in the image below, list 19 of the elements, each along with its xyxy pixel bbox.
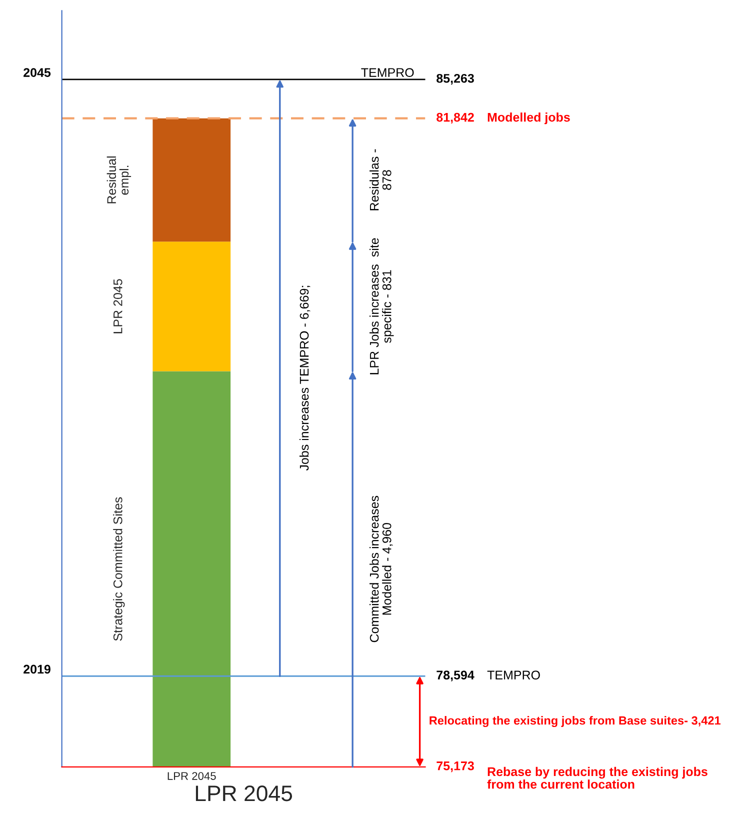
text: Jobs increases TEMPRO - 6,669; — [300, 286, 310, 471]
x-axis-title: LPR 2045 — [196, 786, 292, 802]
text: LPR Jobs increases site specific - 831 — [370, 238, 394, 374]
text: TEMPRO — [361, 68, 414, 77]
text: Relocating the existing jobs from Base suites- 3,421 — [430, 716, 721, 728]
text: Modelled jobs — [488, 112, 570, 124]
text: TEMPRO — [487, 670, 540, 680]
text: 2019 — [24, 664, 50, 674]
text: 85,263 — [436, 74, 474, 85]
text: 78,594 — [436, 670, 474, 682]
text: 81,842 — [436, 112, 474, 124]
text: 75,173 — [436, 761, 474, 772]
text: Residulas - 878 — [370, 149, 392, 210]
text: 2045 — [24, 68, 51, 77]
text: Strategic Committed Sites — [113, 497, 125, 641]
text: Committed Jobs increases Modelled - 4,960 — [370, 496, 393, 642]
text: LPR 2045 — [113, 279, 122, 334]
text: Rebase by reducing the existing jobs from the current location — [487, 766, 708, 789]
text: Residual empl. — [106, 156, 132, 204]
